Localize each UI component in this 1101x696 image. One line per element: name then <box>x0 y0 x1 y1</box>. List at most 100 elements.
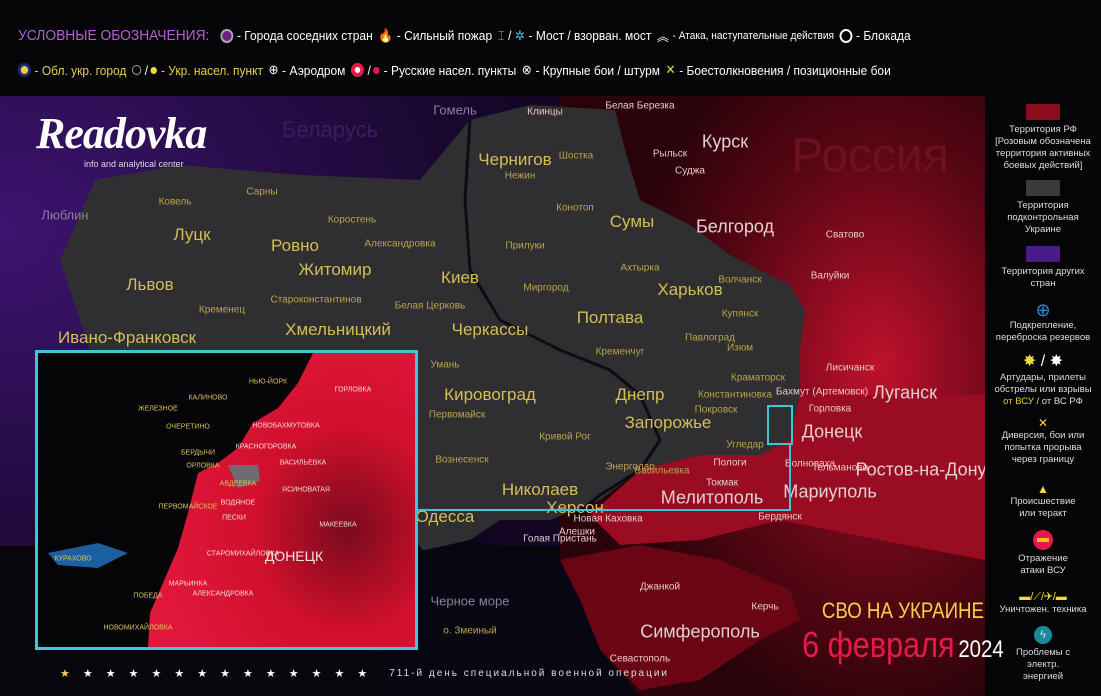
map[interactable]: Гомель Люблин Луцк Ровно Житомир Киев Чернигов… <box>0 96 985 696</box>
city-label: Полтава <box>576 308 644 327</box>
city-label: Краматорск <box>730 372 786 384</box>
city-label: Рыльск <box>652 148 688 160</box>
city-label: Сватово <box>825 229 865 241</box>
rf-swatch <box>1026 104 1060 120</box>
star-icon: ★ <box>151 668 162 680</box>
legend-ua: Территория подконтрольная Украине <box>1007 200 1079 235</box>
city-label: Вознесенск <box>435 454 489 466</box>
city-label: Луганск <box>872 382 938 403</box>
star-icon: ★ <box>334 668 345 680</box>
country-label: Россия <box>791 129 949 183</box>
city-label: Сарны <box>246 186 278 198</box>
legend-row-2: - Обл. укр. город / - Укр. насел. пункт ⊕… <box>18 62 891 78</box>
city-label: Луцк <box>173 225 211 244</box>
city-label: Ковель <box>158 196 192 208</box>
inset-base <box>48 353 415 647</box>
heavy-battle-icon: ⊗ <box>521 62 532 77</box>
legend-neighbor: - Города соседних стран <box>236 28 373 43</box>
city-label: Мариуполь <box>783 481 877 502</box>
logo-tagline: info and analytical center <box>84 159 184 169</box>
city-label: Белая Березка <box>605 100 675 112</box>
city-label: Днепр <box>615 385 665 404</box>
city-label: Угледар <box>726 439 764 451</box>
city-label: Севастополь <box>609 653 671 665</box>
star-icon: ★ <box>265 668 276 680</box>
logo-name: Readovka <box>36 109 207 158</box>
crimea <box>560 545 800 690</box>
city-label: Валуйки <box>810 270 850 282</box>
inset-avdeevka-area <box>228 465 260 488</box>
clash-icon: ✕ <box>665 62 676 77</box>
legend-attack: - Атака, наступательные действия <box>672 29 834 42</box>
city-label: Белая Церковь <box>394 300 466 312</box>
city-label: Кривой Рог <box>539 431 591 443</box>
legend-ru-towns: - Русские насел. пункты <box>383 62 517 78</box>
city-label: Изюм <box>726 342 754 354</box>
inset-city-label: МАКЕЕВКА <box>319 521 357 529</box>
inset-city-label: ВАСИЛЬЕВКА <box>279 459 327 467</box>
city-label: Кировоград <box>444 385 536 404</box>
power-problem-icon: ϟ <box>1034 626 1052 644</box>
city-label: Кременчуг <box>595 346 645 358</box>
inset-russia-area <box>148 353 415 647</box>
legend-row-1: УСЛОВНЫЕ ОБОЗНАЧЕНИЯ: - Города соседних … <box>18 26 911 45</box>
city-label: Суджа <box>675 165 705 177</box>
legend-title: УСЛОВНЫЕ ОБОЗНАЧЕНИЯ: <box>18 27 210 44</box>
city-label: Донецк <box>801 421 863 442</box>
inset-city-label: НОВОБАХМУТОВКА <box>252 422 320 430</box>
legend-rf: Территория РФ [Розовым обозначена террит… <box>995 124 1091 171</box>
inset-city-label: ОЧЕРЕТИНО <box>166 423 210 431</box>
star-icon: ★ <box>197 668 208 680</box>
legend-heavy-battles: - Крупные бои / штурм <box>535 62 660 78</box>
city-label: Васильевка <box>634 465 690 477</box>
legend-vehicles: Уничтожен. техника <box>999 604 1087 615</box>
day-counter: 711-й день специальной военной операции <box>389 668 669 679</box>
inset-city-label: ОРЛОВКА <box>186 462 220 470</box>
ru-city-icon <box>350 63 364 77</box>
legend-art-ua: от ВСУ <box>1003 396 1034 407</box>
legend-repel: Отражение атаки ВСУ <box>1018 553 1068 576</box>
inset-city-label: ЖЕЛЕЗНОЕ <box>138 405 178 413</box>
inset-city-label: КАЛИНОВО <box>188 394 228 402</box>
city-label: Ахтырка <box>620 262 660 274</box>
city-label: Белгород <box>695 216 775 237</box>
star-icon: ★ <box>82 668 93 680</box>
title-year: 2024 <box>958 636 1004 663</box>
legend-clashes: - Боестолкновения / позиционные бои <box>679 62 891 78</box>
legend-other: Территория других стран <box>1001 266 1085 289</box>
city-label: Лисичанск <box>825 362 875 374</box>
legend-reinforce: Подкрепление, переброска резервов <box>995 320 1091 343</box>
blockade-icon <box>839 28 853 43</box>
inset-city-label: ПЕСКИ <box>222 514 246 522</box>
city-label: Бахмут (Артемовск) <box>775 386 869 398</box>
inset-map[interactable]: ГОРЛОВКА НОВОБАХМУТОВКА КРАСНОГОРОВКА ВАСИЛ… <box>35 350 418 650</box>
city-label: Курск <box>701 131 749 152</box>
city-label: Джанкой <box>639 581 681 593</box>
blown-bridge-icon: ✲ <box>514 27 525 43</box>
city-label: Голая Пристань <box>523 533 597 545</box>
star-icon: ★ <box>174 668 185 680</box>
city-label: Умань <box>430 359 460 371</box>
side-legend: Территория РФ [Розовым обозначена террит… <box>985 96 1101 696</box>
city-label: Покровск <box>694 404 738 416</box>
city-label: Симферополь <box>640 621 760 642</box>
city-label: Александровка <box>364 238 436 250</box>
star-icon: ★ <box>60 668 70 680</box>
city-label: Павлоград <box>685 332 735 344</box>
city-label: Токмак <box>705 477 739 489</box>
other-swatch <box>1026 246 1060 262</box>
city-label: Люблин <box>41 207 89 223</box>
star-icon: ★ <box>311 668 322 680</box>
city-label: Чернигов <box>478 150 552 169</box>
city-label: Мелитополь <box>660 487 764 508</box>
city-label: Волчанск <box>718 274 762 286</box>
fire-icon: 🔥 <box>378 27 394 43</box>
legend-art-ru: от ВС РФ <box>1041 396 1083 407</box>
attack-chevron-icon: ︽ <box>656 29 669 44</box>
city-label: Запорожье <box>624 413 712 432</box>
city-label: Черкассы <box>451 320 529 339</box>
legend-blockade: - Блокада <box>856 28 911 43</box>
city-label: Староконстантинов <box>270 294 362 306</box>
neighbor-city-icon <box>220 28 234 43</box>
city-label: Волноваха <box>784 458 836 470</box>
